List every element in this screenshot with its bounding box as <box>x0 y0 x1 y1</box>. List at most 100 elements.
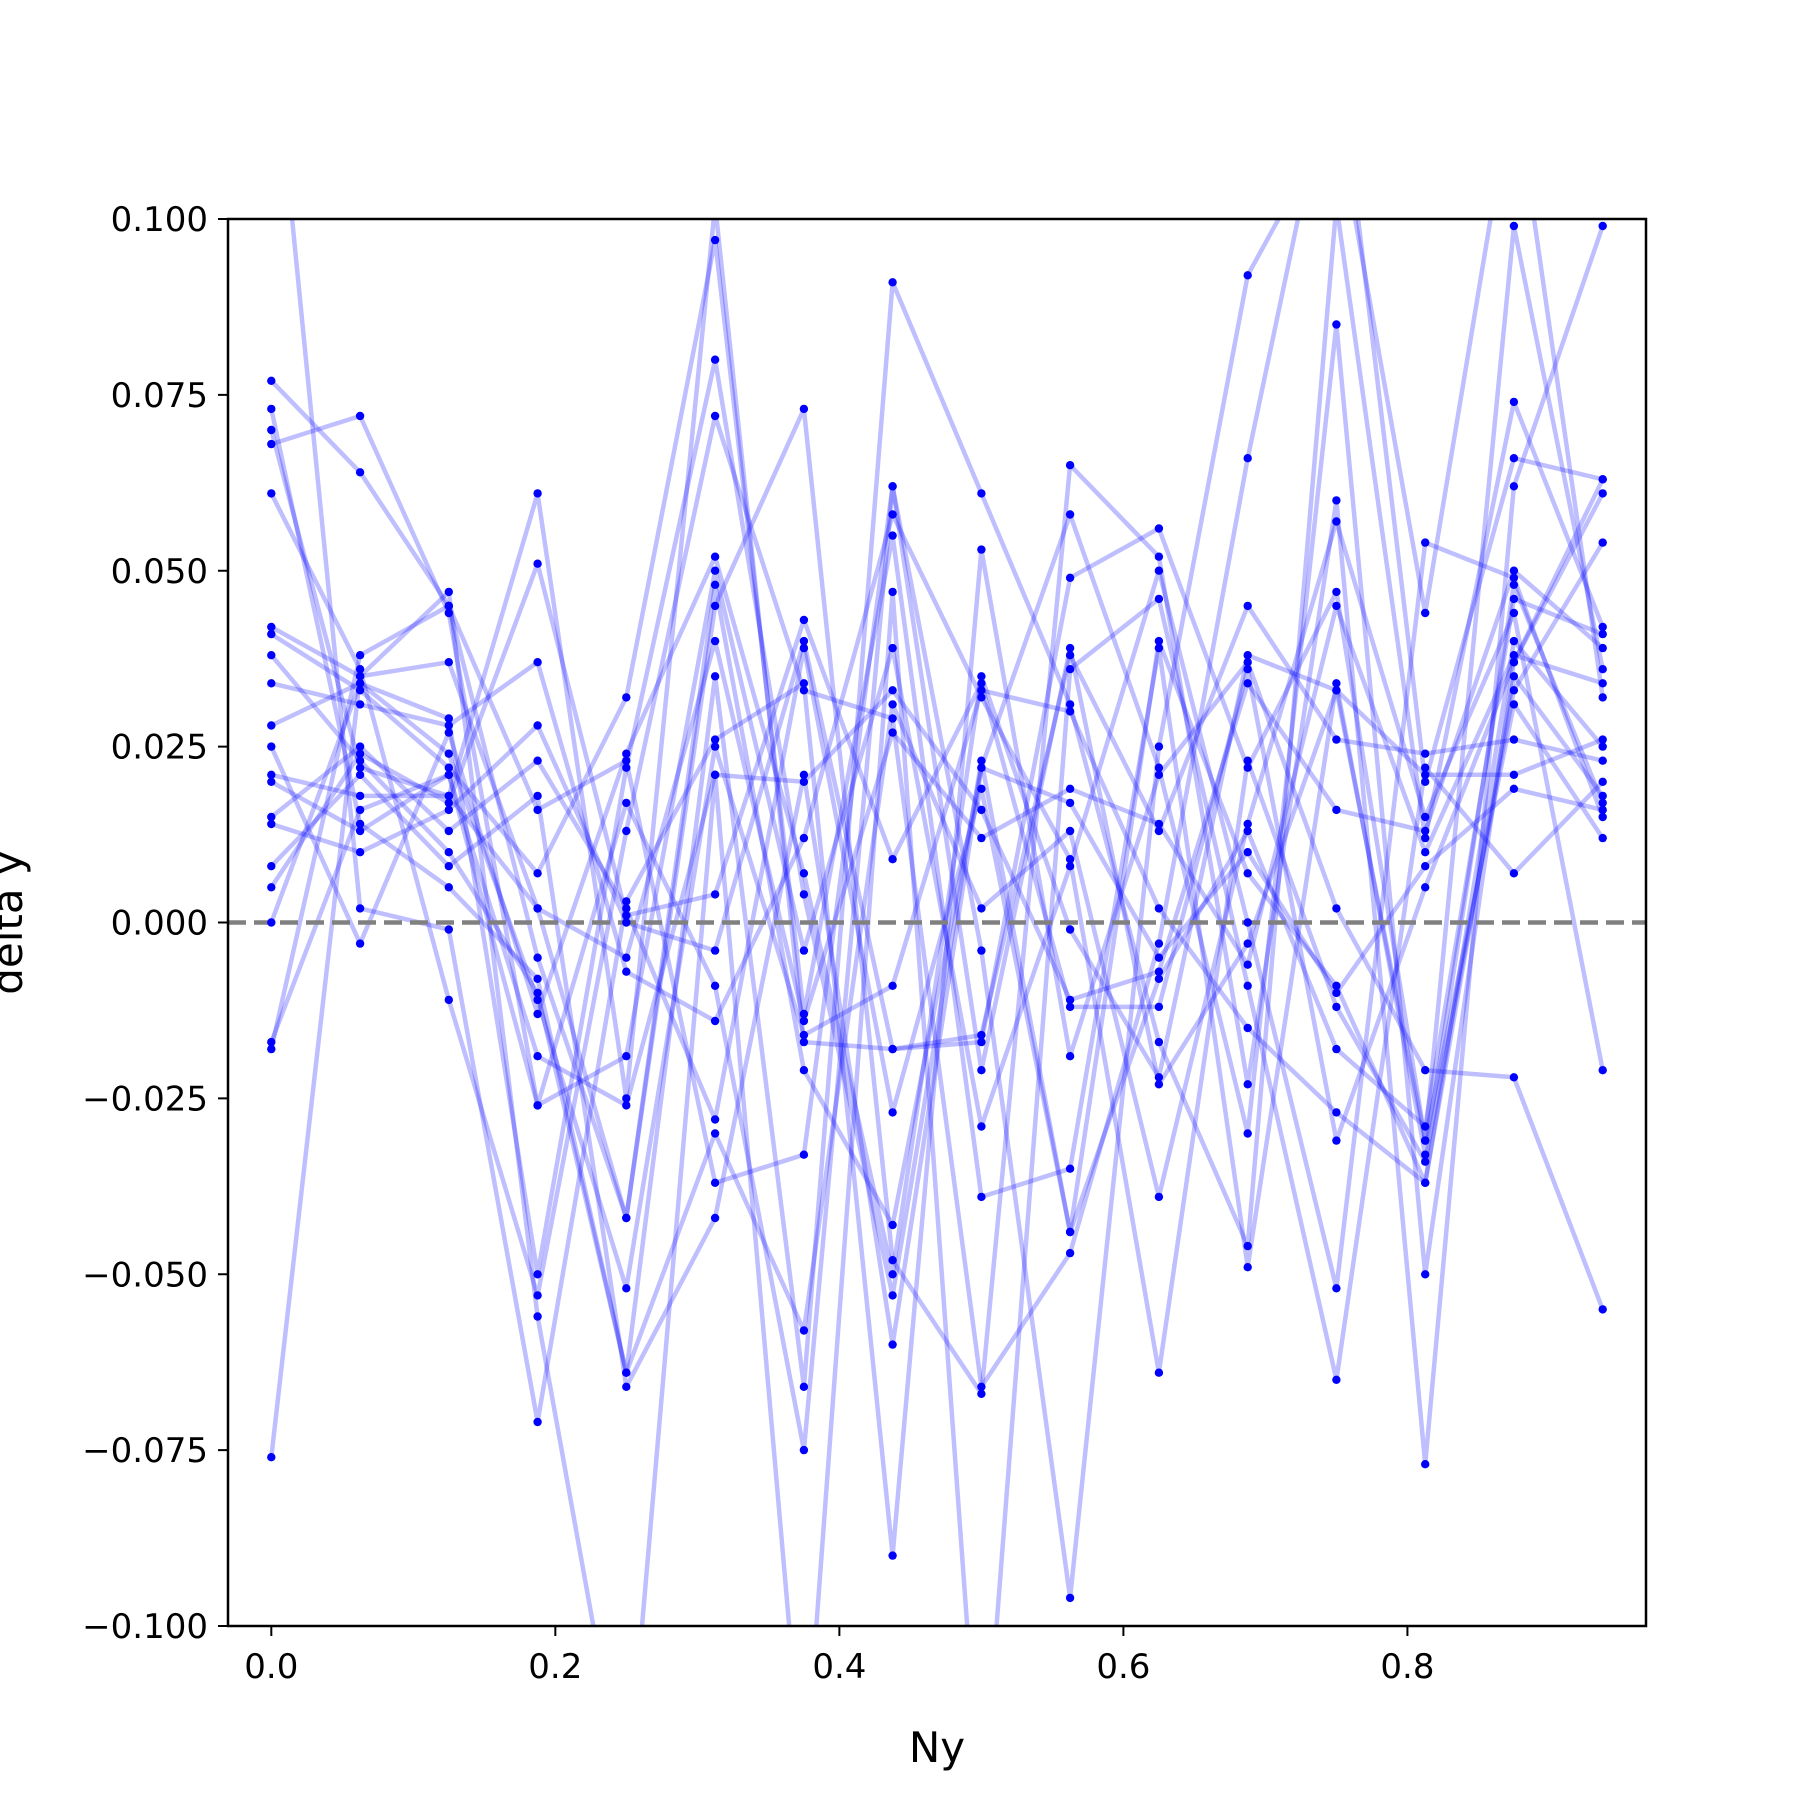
data-point-s13-7 <box>799 777 809 786</box>
y-tick-label-8: −0.075 <box>82 1431 208 1471</box>
data-point-s14-4 <box>533 756 542 765</box>
data-point-s5-5 <box>622 826 631 836</box>
series-line-20 <box>269 540 1605 1291</box>
data-point-s22-6 <box>710 735 720 744</box>
data-point-s8-14 <box>1421 812 1430 822</box>
data-point-s16-1 <box>267 862 276 871</box>
data-point-s4-1 <box>267 439 276 449</box>
data-point-s6-6 <box>710 580 720 589</box>
x-tick-label-2: 0.2 <box>528 1647 582 1687</box>
data-point-s11-16 <box>1598 735 1607 744</box>
data-point-s18-4 <box>533 1270 542 1279</box>
series-line-13 <box>270 568 1605 1108</box>
data-point-s17-6 <box>710 890 720 899</box>
data-point-s9-8 <box>888 510 897 519</box>
data-point-s4-9 <box>977 946 986 955</box>
data-point-s19-1 <box>267 1044 276 1054</box>
data-point-s1-16 <box>1598 221 1607 231</box>
data-point-s9-3 <box>444 721 453 730</box>
data-point-s13-4 <box>533 1052 542 1061</box>
data-point-s22-10 <box>1065 1052 1075 1061</box>
data-point-s14-7 <box>799 643 809 653</box>
data-point-s14-6 <box>710 1115 720 1124</box>
data-point-s18-14 <box>1421 1178 1430 1188</box>
series-line-2 <box>269 219 1605 1390</box>
data-point-s10-7 <box>799 1030 809 1040</box>
data-point-s13-12 <box>1243 679 1252 688</box>
data-point-s22-12 <box>1243 658 1252 667</box>
data-point-s14-15 <box>1509 594 1519 604</box>
series-line-4 <box>270 219 1605 1601</box>
data-point-s10-16 <box>1598 742 1607 751</box>
data-point-s22-13 <box>1332 904 1341 913</box>
data-point-s18-16 <box>1598 791 1607 801</box>
data-point-s17-16 <box>1598 475 1607 484</box>
data-point-s14-11 <box>1154 974 1164 983</box>
data-point-s22-3 <box>444 925 453 934</box>
data-point-s14-2 <box>355 742 365 751</box>
data-point-s2-6 <box>710 672 720 681</box>
data-point-s11-6 <box>710 552 720 561</box>
data-point-s20-11 <box>1154 566 1164 575</box>
data-point-s11-10 <box>1065 925 1075 934</box>
data-point-s13-9 <box>977 805 986 815</box>
data-point-s17-10 <box>1065 1002 1075 1012</box>
data-point-s20-4 <box>533 1101 542 1110</box>
x-tick-label-1: 0.0 <box>244 1647 298 1687</box>
data-point-s22-14 <box>1421 1066 1430 1075</box>
data-point-s2-12 <box>1243 1241 1252 1251</box>
data-point-s7-12 <box>1243 1263 1252 1272</box>
data-point-s2-7 <box>799 1382 809 1392</box>
data-point-s7-14 <box>1421 1150 1430 1159</box>
data-point-s17-12 <box>1243 665 1252 674</box>
data-point-s12-11 <box>1154 819 1164 829</box>
data-point-s19-16 <box>1598 833 1607 843</box>
data-point-s14-8 <box>888 1108 897 1117</box>
data-point-s2-2 <box>355 819 365 829</box>
data-point-s7-3 <box>444 763 453 772</box>
data-point-s12-12 <box>1243 960 1252 969</box>
data-point-s7-1 <box>267 629 276 639</box>
data-point-s2-4 <box>533 974 542 983</box>
data-point-s6-13 <box>1332 320 1341 329</box>
data-point-s1-13 <box>1332 496 1341 505</box>
data-point-s20-12 <box>1243 918 1252 927</box>
data-point-s16-6 <box>710 1213 720 1223</box>
data-point-s9-6 <box>710 1016 720 1026</box>
data-point-s21-6 <box>710 770 720 779</box>
data-point-s15-13 <box>1332 735 1341 744</box>
data-point-s17-2 <box>355 749 365 758</box>
data-point-s15-16 <box>1598 756 1607 765</box>
series-line-21 <box>269 589 1605 1626</box>
data-point-s14-13 <box>1332 1044 1341 1054</box>
data-point-s5-11 <box>1154 939 1164 948</box>
data-point-s10-3 <box>444 749 453 758</box>
data-point-s5-3 <box>444 995 453 1005</box>
data-point-s5-9 <box>977 1382 986 1392</box>
x-axis: 0.0 0.2 0.4 0.6 0.8 <box>244 1626 1434 1687</box>
data-point-s7-9 <box>977 1192 986 1202</box>
data-point-s8-13 <box>1332 517 1341 526</box>
data-point-s18-5 <box>622 763 631 772</box>
data-point-s13-15 <box>1509 566 1519 575</box>
data-point-s4-14 <box>1421 608 1430 618</box>
data-point-s22-11 <box>1154 770 1164 779</box>
data-point-s22-16 <box>1598 1305 1607 1314</box>
data-point-s8-9 <box>977 904 986 913</box>
data-point-s7-5 <box>622 693 631 702</box>
data-point-s7-16 <box>1598 798 1607 808</box>
data-point-s2-8 <box>888 278 897 287</box>
x-tick-label-3: 0.4 <box>812 1647 866 1687</box>
y-tick-label-7: −0.050 <box>82 1255 208 1295</box>
data-point-s20-6 <box>710 566 720 575</box>
data-point-s12-16 <box>1598 679 1607 688</box>
data-point-s17-5 <box>622 911 631 920</box>
data-point-s16-8 <box>888 1340 897 1349</box>
data-point-s19-2 <box>355 651 365 660</box>
data-point-s12-6 <box>710 636 720 646</box>
data-point-s6-10 <box>1065 510 1075 519</box>
data-point-s3-7 <box>799 1037 809 1047</box>
data-point-s21-1 <box>267 1453 276 1462</box>
data-point-s21-2 <box>355 672 365 681</box>
